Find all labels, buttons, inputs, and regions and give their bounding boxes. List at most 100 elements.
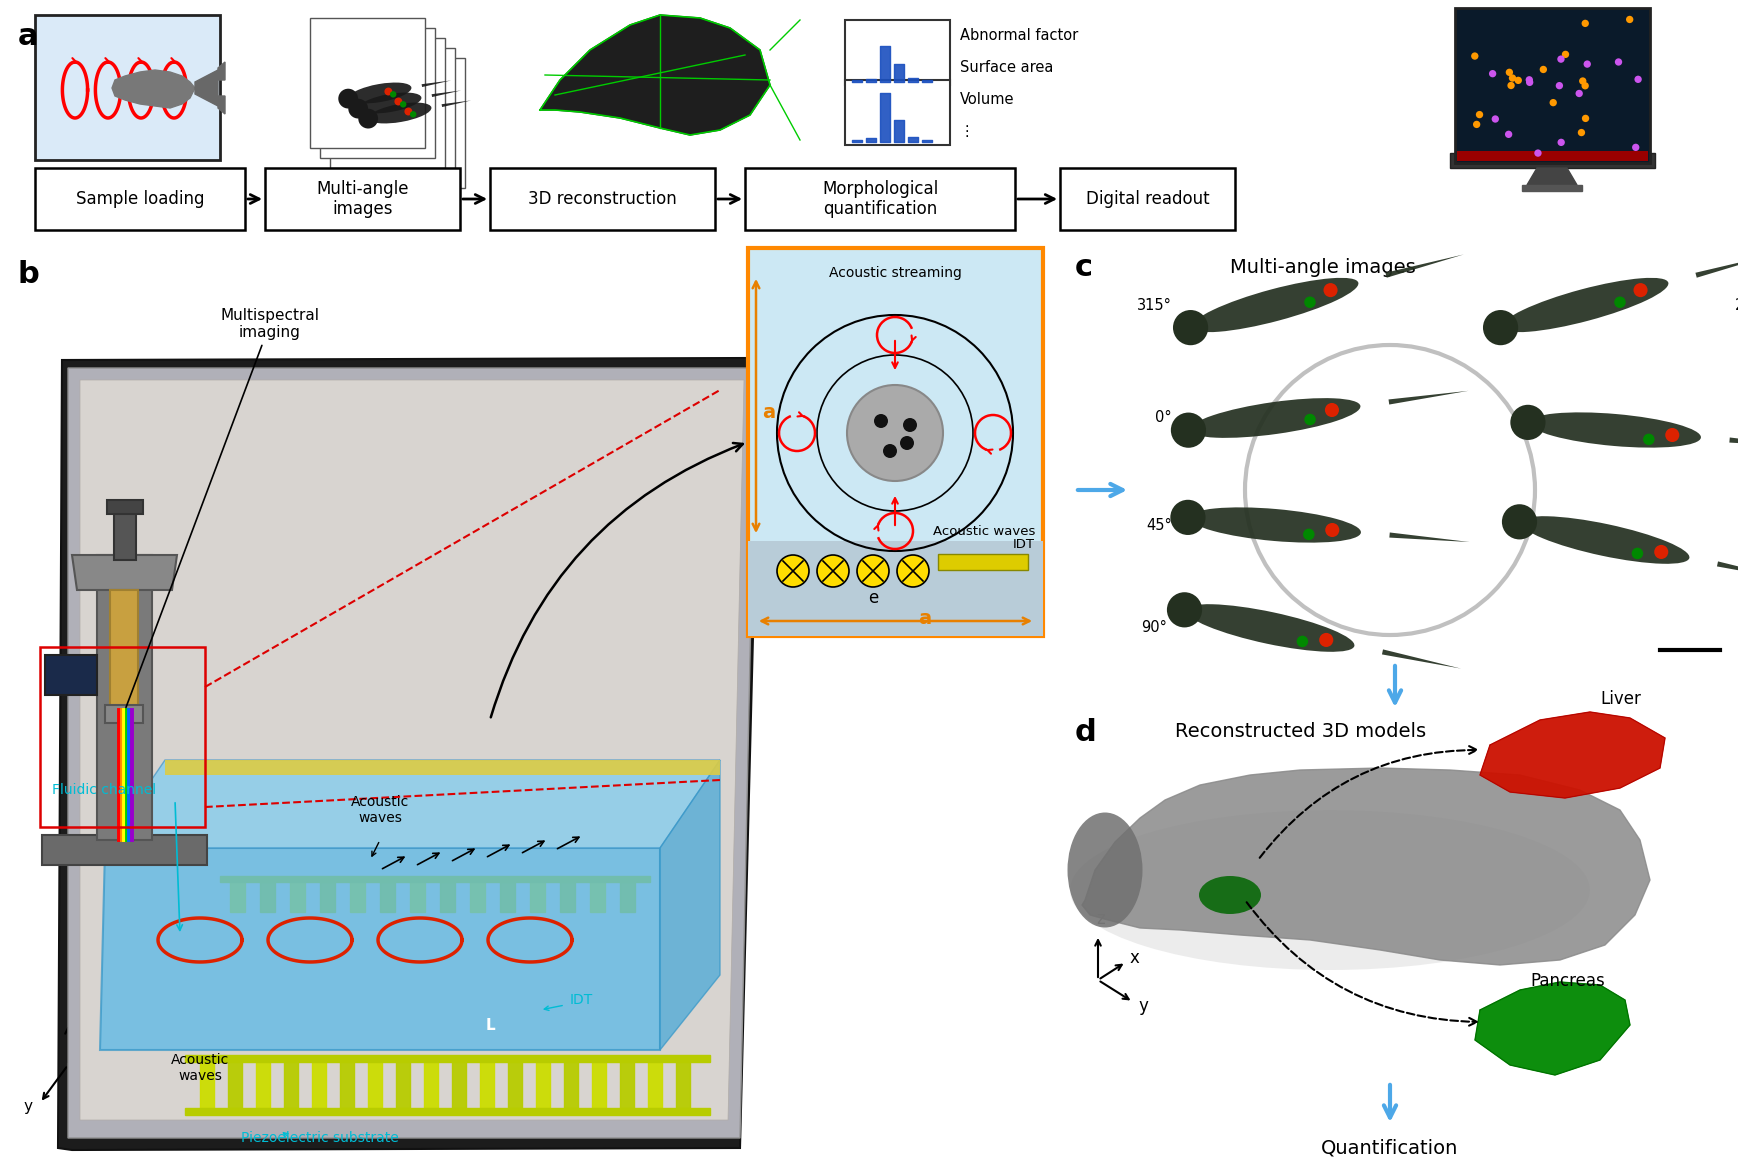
FancyBboxPatch shape — [746, 168, 1015, 230]
Polygon shape — [396, 1060, 410, 1108]
Polygon shape — [97, 555, 151, 840]
Text: Digital readout: Digital readout — [1086, 190, 1210, 208]
Polygon shape — [184, 1055, 711, 1062]
Polygon shape — [1528, 168, 1576, 185]
Text: a: a — [17, 22, 38, 51]
Circle shape — [777, 555, 808, 587]
FancyBboxPatch shape — [1449, 152, 1655, 168]
FancyBboxPatch shape — [349, 58, 466, 189]
Polygon shape — [648, 1060, 662, 1108]
Polygon shape — [620, 1060, 634, 1108]
Ellipse shape — [339, 88, 358, 108]
Polygon shape — [1717, 561, 1738, 581]
Polygon shape — [431, 91, 461, 97]
FancyBboxPatch shape — [490, 168, 714, 230]
Text: d: d — [1076, 718, 1097, 747]
Text: e: e — [867, 589, 878, 606]
Polygon shape — [229, 880, 245, 913]
Circle shape — [1326, 523, 1340, 537]
Text: Liver: Liver — [1601, 690, 1641, 708]
Text: Acoustic waves: Acoustic waves — [933, 525, 1036, 538]
Text: Sample loading: Sample loading — [76, 190, 205, 208]
Point — [1540, 93, 1568, 112]
FancyBboxPatch shape — [109, 590, 137, 710]
Polygon shape — [565, 1060, 579, 1108]
Point — [1616, 10, 1644, 29]
Text: y: y — [1138, 998, 1147, 1015]
Text: L: L — [485, 1017, 495, 1032]
Point — [1622, 139, 1649, 157]
Polygon shape — [507, 1060, 521, 1108]
Polygon shape — [530, 880, 546, 913]
FancyBboxPatch shape — [330, 38, 445, 168]
Text: b: b — [17, 260, 40, 289]
Polygon shape — [1729, 438, 1738, 447]
Ellipse shape — [1189, 398, 1361, 438]
Polygon shape — [101, 849, 660, 1050]
Polygon shape — [283, 1060, 297, 1108]
Circle shape — [846, 385, 944, 481]
Polygon shape — [410, 880, 426, 913]
FancyBboxPatch shape — [939, 554, 1027, 570]
Polygon shape — [1522, 185, 1582, 191]
Circle shape — [384, 87, 393, 95]
Circle shape — [1634, 283, 1648, 297]
Text: 0°: 0° — [1156, 411, 1171, 426]
Polygon shape — [195, 70, 217, 106]
Polygon shape — [221, 876, 650, 882]
Ellipse shape — [358, 108, 379, 128]
Point — [1604, 52, 1632, 71]
Polygon shape — [660, 760, 720, 1050]
Polygon shape — [589, 880, 605, 913]
FancyBboxPatch shape — [341, 48, 455, 178]
Point — [1465, 105, 1493, 123]
Polygon shape — [104, 760, 720, 849]
Text: 45°: 45° — [1147, 518, 1171, 532]
Polygon shape — [452, 1060, 466, 1108]
Circle shape — [405, 107, 412, 115]
FancyBboxPatch shape — [115, 510, 136, 560]
Point — [1496, 76, 1524, 94]
Text: z: z — [68, 1000, 75, 1015]
Text: Acoustic streaming: Acoustic streaming — [829, 267, 961, 281]
Text: z: z — [1097, 910, 1105, 928]
Point — [1566, 84, 1594, 102]
Text: Piezoelectric substrate: Piezoelectric substrate — [242, 1131, 400, 1145]
Point — [1571, 14, 1599, 33]
Polygon shape — [1389, 391, 1469, 405]
Polygon shape — [71, 555, 177, 590]
Polygon shape — [535, 1060, 549, 1108]
Circle shape — [410, 111, 417, 118]
Ellipse shape — [1185, 604, 1354, 652]
Text: IDT: IDT — [1013, 538, 1036, 551]
Ellipse shape — [358, 93, 421, 113]
Circle shape — [874, 414, 888, 428]
Ellipse shape — [1171, 412, 1206, 448]
FancyBboxPatch shape — [309, 17, 426, 148]
Text: Multispectral
imaging: Multispectral imaging — [125, 307, 320, 708]
Polygon shape — [620, 880, 634, 913]
Circle shape — [1324, 403, 1338, 417]
Text: Abnormal factor: Abnormal factor — [959, 28, 1078, 43]
Polygon shape — [313, 1060, 327, 1108]
Point — [1625, 70, 1653, 88]
Polygon shape — [57, 359, 760, 1150]
Polygon shape — [469, 880, 485, 913]
Ellipse shape — [1192, 278, 1359, 332]
Polygon shape — [217, 95, 224, 114]
Circle shape — [1304, 297, 1316, 308]
Text: 315°: 315° — [1137, 298, 1171, 312]
Polygon shape — [593, 1060, 607, 1108]
Circle shape — [817, 555, 848, 587]
Ellipse shape — [1189, 508, 1361, 542]
FancyBboxPatch shape — [108, 501, 143, 514]
FancyBboxPatch shape — [845, 80, 951, 146]
Point — [1505, 71, 1533, 90]
Circle shape — [389, 91, 396, 98]
Text: y: y — [740, 551, 749, 565]
Polygon shape — [68, 368, 756, 1138]
Polygon shape — [560, 880, 575, 913]
Point — [1524, 144, 1552, 163]
Text: Multi-angle
images: Multi-angle images — [316, 179, 408, 219]
Ellipse shape — [1521, 516, 1689, 563]
